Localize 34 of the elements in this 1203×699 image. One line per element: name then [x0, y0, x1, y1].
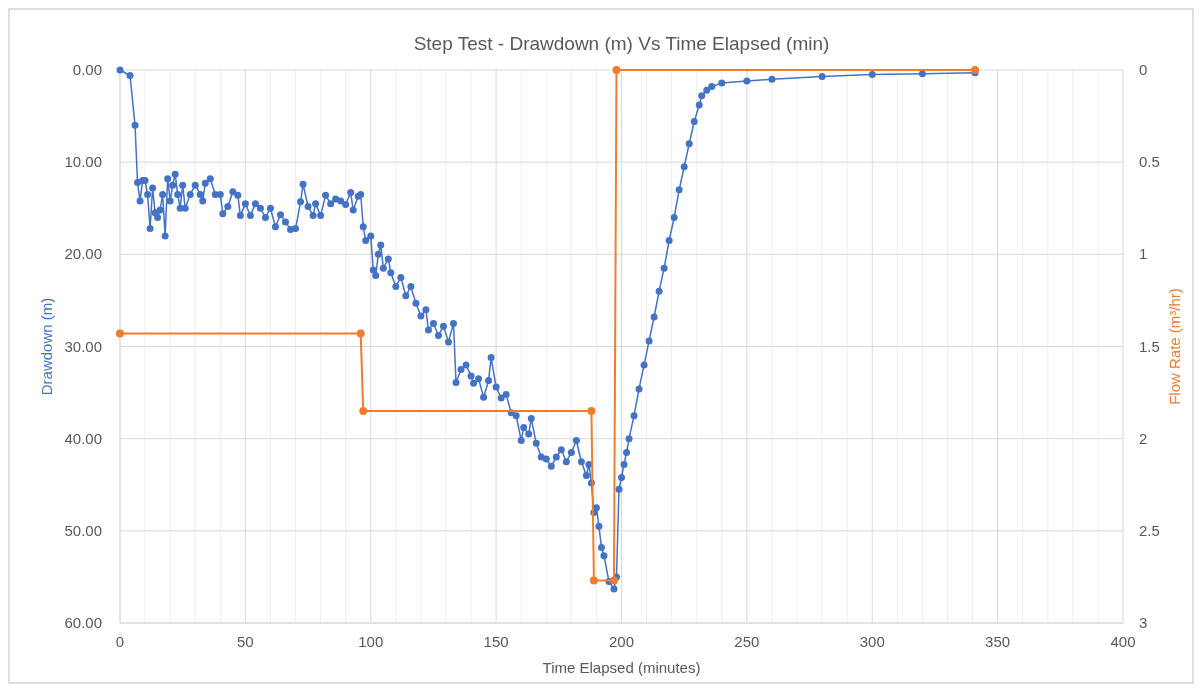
y-tick-label: 0.00: [72, 61, 102, 78]
x-tick-label: 100: [358, 633, 384, 650]
y-tick-label: 30.00: [64, 337, 102, 355]
point: [587, 407, 596, 416]
y-axis-title: Drawdown (m): [38, 297, 55, 396]
point: [612, 66, 621, 74]
point: [356, 329, 365, 338]
y-tick-label: 60.00: [64, 614, 102, 631]
point: [589, 576, 598, 585]
x-tick-label: 0: [115, 633, 125, 650]
y-tick-label: 10.00: [64, 153, 102, 171]
chart-title: Step Test - Drawdown (m) Vs Time Elapsed (min): [413, 33, 830, 54]
x-tick-label: 150: [483, 633, 509, 650]
y-tick-label: 40.00: [64, 429, 102, 447]
x-tick-label: 50: [237, 633, 254, 650]
y2-tick-label: 2.5: [1139, 521, 1160, 539]
y-tick-label: 20.00: [64, 245, 102, 263]
y-tick-label: 50.00: [64, 521, 102, 539]
point: [359, 407, 368, 416]
y2-tick-label: 1.5: [1139, 337, 1160, 355]
y2-axis-title: Flow Rate (m³/hr): [1166, 288, 1183, 405]
x-axis-title: Time Elapsed (minutes): [542, 659, 701, 676]
x-tick-label: 400: [1110, 633, 1136, 650]
y2-tick-label: 2: [1139, 429, 1148, 447]
y2-tick-label: 3: [1139, 614, 1148, 631]
y2-tick-label: 1: [1139, 245, 1148, 263]
x-tick-label: 200: [608, 633, 635, 650]
point: [116, 329, 124, 338]
y2-tick-label: 0.5: [1139, 153, 1160, 171]
point: [609, 576, 618, 585]
x-tick-label: 350: [985, 633, 1011, 650]
y2-tick-label: 0: [1139, 61, 1148, 78]
x-tick-label: 300: [859, 633, 885, 650]
x-tick-label: 250: [734, 633, 760, 650]
